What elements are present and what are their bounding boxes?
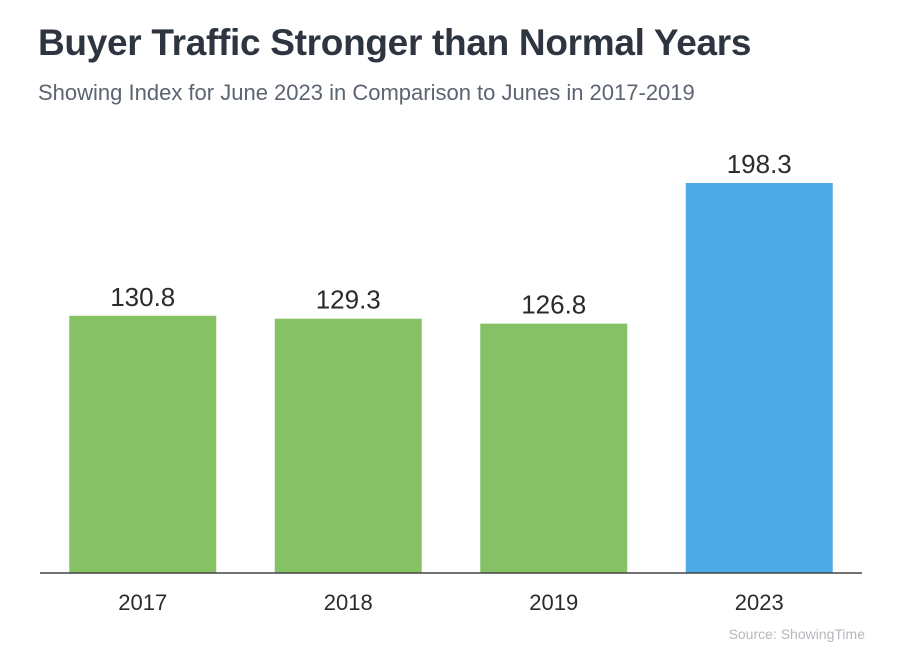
source-note: Source: ShowingTime	[728, 626, 865, 642]
bar-2018	[274, 318, 422, 573]
x-tick-label-2023: 2023	[735, 590, 784, 615]
data-label-2019: 126.8	[521, 290, 586, 320]
data-label-2018: 129.3	[316, 285, 381, 315]
bar-2019	[480, 323, 628, 573]
x-tick-label-2019: 2019	[529, 590, 578, 615]
bar-2017	[69, 315, 217, 573]
x-axis-ticks-group: 2017 2018 2019 2023	[118, 590, 783, 615]
chart-title: Buyer Traffic Stronger than Normal Years	[38, 22, 752, 63]
bar-2023	[685, 183, 833, 573]
data-label-2023: 198.3	[727, 149, 792, 179]
x-tick-label-2018: 2018	[324, 590, 373, 615]
chart-subtitle: Showing Index for June 2023 in Compariso…	[38, 80, 695, 105]
data-labels-group: 130.8 129.3 126.8 198.3	[110, 149, 792, 320]
bars-group	[69, 183, 833, 573]
data-label-2017: 130.8	[110, 282, 175, 312]
x-tick-label-2017: 2017	[118, 590, 167, 615]
